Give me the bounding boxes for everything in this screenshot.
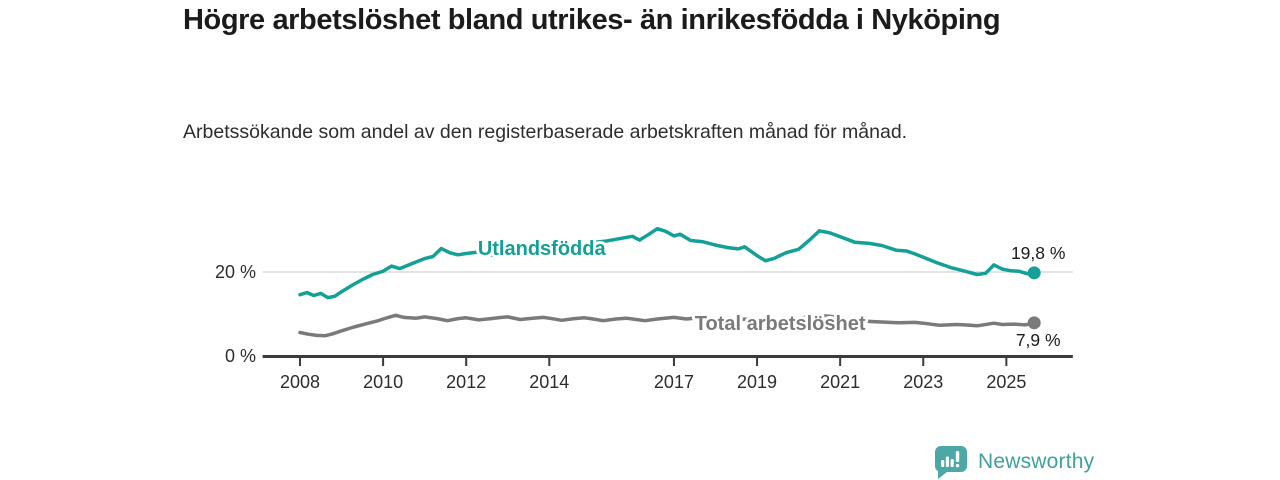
y-tick-label: 0 % bbox=[225, 346, 256, 366]
x-tick-label: 2014 bbox=[529, 372, 569, 392]
chart-svg: 2008 2010 2012 2014 2017 2019 2021 2023 2025 0 % 2… bbox=[215, 226, 1073, 392]
x-tick-label: 2012 bbox=[446, 372, 486, 392]
chart-subtitle: Arbetssökande som andel av den registerb… bbox=[183, 121, 908, 143]
chart-area: 2008 2010 2012 2014 2017 2019 2021 2023 2025 0 % 2… bbox=[200, 205, 1100, 405]
x-tick-label: 2025 bbox=[986, 372, 1026, 392]
series-line bbox=[298, 226, 1036, 300]
series-line bbox=[298, 313, 1036, 338]
series-end-value-label: 7,9 % bbox=[1016, 330, 1061, 350]
series-label: Utlandsfödda bbox=[478, 238, 607, 260]
series-end-value-label: 19,8 % bbox=[1011, 243, 1065, 263]
series-end-dot bbox=[1027, 316, 1041, 330]
x-tick-label: 2017 bbox=[654, 372, 694, 392]
x-tick-label: 2021 bbox=[820, 372, 860, 392]
newsworthy-logo-icon bbox=[935, 446, 967, 479]
x-tick-label: 2019 bbox=[737, 372, 777, 392]
newsworthy-brand[interactable]: Newsworthy bbox=[933, 444, 1094, 480]
x-tick-label: 2010 bbox=[363, 372, 403, 392]
x-tick-label: 2023 bbox=[903, 372, 943, 392]
series-label: Total arbetslöshet bbox=[695, 313, 866, 335]
logo-barchart-glyph bbox=[941, 451, 960, 468]
x-tick-label: 2008 bbox=[280, 372, 320, 392]
series-end-dot bbox=[1027, 266, 1041, 280]
y-tick-label: 20 % bbox=[215, 262, 256, 282]
newsworthy-wordmark: Newsworthy bbox=[978, 450, 1095, 473]
chart-title: Högre arbetslöshet bland utrikes- än inr… bbox=[183, 4, 1001, 36]
